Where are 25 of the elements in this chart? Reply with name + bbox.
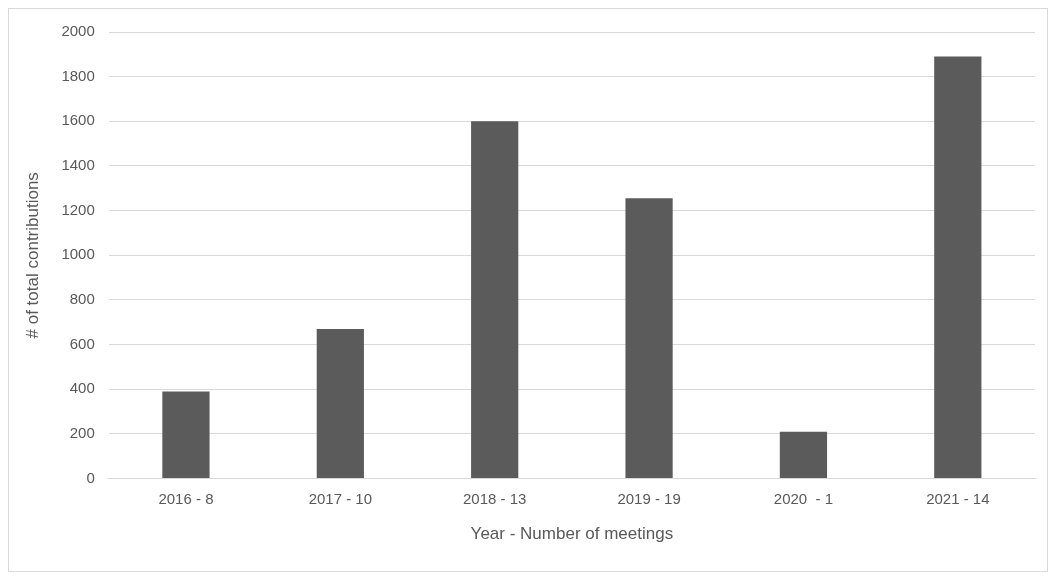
y-tick-label: 200 (69, 424, 95, 442)
x-tick-label: 2021 - 14 (926, 489, 990, 507)
y-axis-title: # of total contributions (22, 172, 42, 339)
bar (316, 328, 364, 479)
x-tick-label: 2016 - 8 (158, 489, 214, 507)
y-tick-label: 0 (86, 468, 95, 486)
y-tick-label: 800 (69, 290, 95, 308)
y-tick-label: 1400 (61, 156, 95, 174)
x-axis-title: Year - Number of meetings (470, 524, 674, 544)
y-tick-label: 1000 (61, 245, 95, 263)
x-tick-label: 2020 - 1 (773, 489, 834, 507)
bar (779, 431, 828, 479)
y-tick-label: 1600 (61, 111, 95, 129)
y-tick-label: 600 (69, 334, 95, 352)
y-tick-label: 1800 (61, 66, 95, 84)
bar (162, 391, 210, 479)
y-tick-label: 1200 (61, 200, 95, 218)
y-tick-label: 400 (69, 379, 95, 397)
bar (934, 56, 982, 479)
x-tick-label: 2018 - 13 (463, 489, 527, 507)
bar (625, 198, 673, 479)
x-tick-label: 2017 - 10 (308, 489, 373, 507)
x-tick-label: 2019 - 19 (617, 489, 681, 507)
bar (471, 121, 519, 479)
y-tick-label: 2000 (61, 22, 95, 40)
